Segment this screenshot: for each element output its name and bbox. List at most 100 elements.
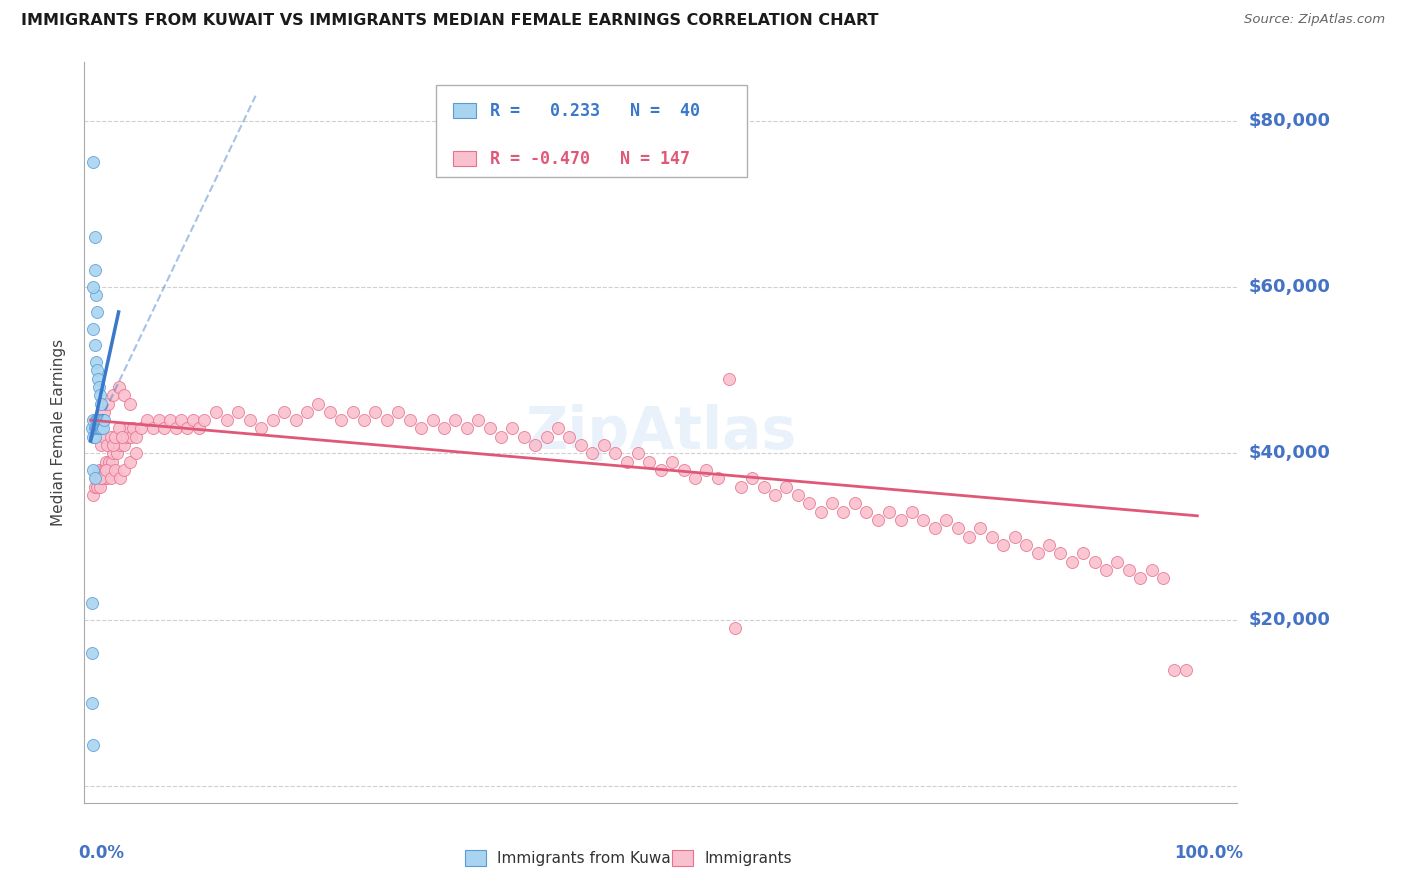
Point: [90, 421, 112, 435]
Point: [786, 488, 808, 502]
Point: [799, 496, 821, 510]
Point: [89, 413, 111, 427]
Point: [100, 430, 122, 444]
Point: [284, 413, 307, 427]
Point: [228, 405, 250, 419]
Point: [1129, 571, 1152, 585]
Point: [763, 488, 786, 502]
Point: [969, 521, 991, 535]
Point: [170, 413, 193, 427]
Point: [250, 421, 273, 435]
Point: [118, 396, 141, 410]
Point: [82, 430, 104, 444]
Point: [90, 471, 112, 485]
Point: [93, 471, 115, 485]
Point: [125, 446, 148, 460]
Point: [82, 280, 104, 294]
Point: [89, 480, 111, 494]
Point: [661, 455, 683, 469]
Point: [90, 471, 112, 485]
Point: [844, 496, 866, 510]
Point: [90, 396, 112, 410]
Point: [89, 421, 111, 435]
Point: [387, 405, 409, 419]
FancyBboxPatch shape: [436, 85, 748, 178]
Point: [87, 471, 110, 485]
Point: [104, 430, 127, 444]
Point: [91, 413, 114, 427]
Text: R = -0.470   N = 147: R = -0.470 N = 147: [491, 150, 690, 168]
Point: [118, 421, 141, 435]
Point: [1118, 563, 1140, 577]
Point: [122, 421, 145, 435]
Point: [683, 471, 706, 485]
Point: [86, 305, 108, 319]
Text: Source: ZipAtlas.com: Source: ZipAtlas.com: [1244, 13, 1385, 27]
Point: [165, 421, 187, 435]
Bar: [453, 103, 477, 118]
Text: R =   0.233   N =  40: R = 0.233 N = 40: [491, 102, 700, 120]
Point: [100, 455, 122, 469]
Point: [82, 696, 104, 710]
Point: [96, 471, 118, 485]
Point: [83, 471, 105, 485]
Point: [547, 421, 569, 435]
Point: [307, 396, 329, 410]
Point: [91, 463, 114, 477]
Point: [100, 463, 122, 477]
Point: [181, 413, 204, 427]
Point: [101, 438, 124, 452]
Point: [118, 455, 141, 469]
Point: [107, 421, 129, 435]
Point: [86, 363, 108, 377]
Point: [478, 421, 501, 435]
Bar: [453, 152, 477, 166]
Point: [1084, 555, 1107, 569]
Point: [94, 455, 117, 469]
Point: [84, 355, 107, 369]
Point: [89, 421, 111, 435]
Point: [87, 421, 110, 435]
Text: $80,000: $80,000: [1249, 112, 1330, 129]
Point: [100, 471, 122, 485]
Point: [672, 463, 695, 477]
Text: ZipAtlas: ZipAtlas: [526, 404, 796, 461]
Point: [866, 513, 889, 527]
Point: [924, 521, 946, 535]
Point: [353, 413, 375, 427]
Point: [93, 430, 115, 444]
Point: [957, 530, 980, 544]
Point: [176, 421, 198, 435]
Point: [855, 505, 877, 519]
Point: [616, 455, 638, 469]
Point: [86, 480, 108, 494]
Point: [1140, 563, 1163, 577]
Point: [273, 405, 295, 419]
Point: [810, 505, 832, 519]
Point: [94, 463, 117, 477]
Point: [821, 496, 844, 510]
Point: [159, 413, 181, 427]
Point: [120, 430, 142, 444]
Point: [1060, 555, 1083, 569]
Point: [239, 413, 262, 427]
Point: [112, 463, 135, 477]
Point: [91, 421, 114, 435]
Point: [524, 438, 547, 452]
Point: [82, 596, 104, 610]
Point: [1038, 538, 1060, 552]
Point: [136, 413, 159, 427]
Point: [204, 405, 226, 419]
Point: [82, 646, 104, 660]
Point: [901, 505, 924, 519]
Point: [86, 421, 108, 435]
Point: [707, 471, 730, 485]
Point: [84, 471, 107, 485]
Point: [581, 446, 603, 460]
Point: [101, 446, 124, 460]
Point: [1049, 546, 1071, 560]
Point: [1015, 538, 1038, 552]
Point: [153, 421, 176, 435]
Point: [96, 438, 118, 452]
Point: [93, 413, 115, 427]
